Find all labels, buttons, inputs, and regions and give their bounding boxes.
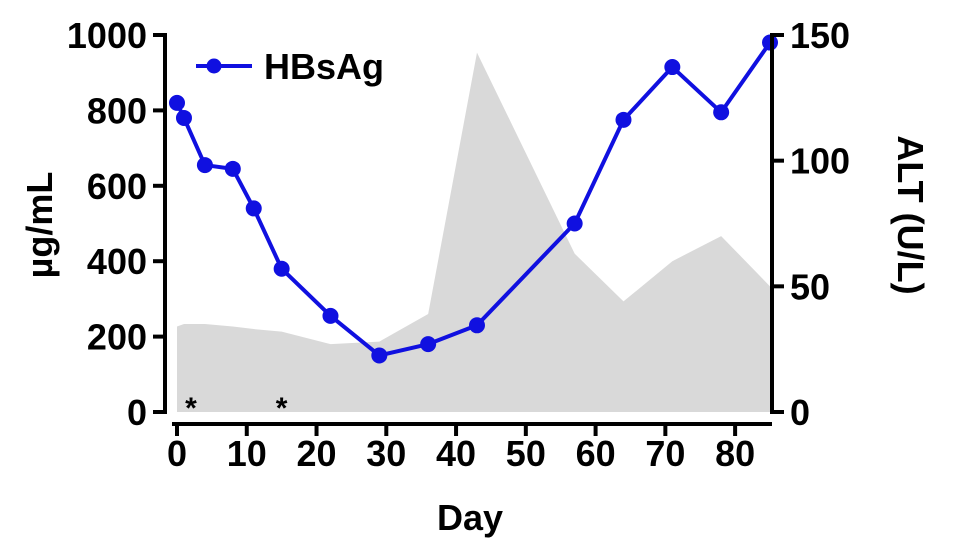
y-right-tick-label: 150 xyxy=(790,15,850,56)
asterisk-annotation: * xyxy=(276,392,288,425)
hbsag-point xyxy=(175,109,192,126)
hbsag-point xyxy=(196,157,213,174)
y-left-tick-label: 0 xyxy=(127,392,147,433)
y-left-tick-label: 200 xyxy=(87,317,147,358)
hbsag-point xyxy=(468,317,485,334)
y-right-tick-label: 0 xyxy=(790,392,810,433)
y-left-tick-label: 400 xyxy=(87,241,147,282)
hbsag-point xyxy=(322,307,339,324)
y-left-tick-label: 1000 xyxy=(67,15,147,56)
x-tick-label: 20 xyxy=(297,433,337,474)
x-axis-title: Day xyxy=(437,497,503,538)
legend-marker-hbsag xyxy=(206,58,222,74)
x-tick-label: 30 xyxy=(366,433,406,474)
y-left-tick-label: 800 xyxy=(87,90,147,131)
hbsag-point xyxy=(169,94,185,111)
legend: HBsAg xyxy=(196,46,384,87)
hbsag-point xyxy=(273,260,290,277)
x-tick-label: 50 xyxy=(506,433,546,474)
y-right-axis-title: ALT (U/L) xyxy=(890,135,931,294)
x-tick-label: 80 xyxy=(715,433,755,474)
x-tick-label: 10 xyxy=(227,433,267,474)
hbsag-point xyxy=(245,200,262,217)
x-tick-label: 60 xyxy=(576,433,616,474)
alt-area-layer xyxy=(177,52,770,413)
hbsag-point xyxy=(713,104,730,121)
x-tick-label: 0 xyxy=(167,433,187,474)
x-tick-label: 40 xyxy=(436,433,476,474)
y-right-tick-label: 50 xyxy=(790,266,830,307)
y-left-axis-title: µg/mL xyxy=(19,172,60,279)
hbsag-point xyxy=(420,336,437,353)
alt-area xyxy=(177,52,770,413)
hbsag-point xyxy=(371,347,388,364)
hbsag-point xyxy=(615,111,632,128)
y-left-tick-label: 600 xyxy=(87,166,147,207)
axes-layer: 0 200 400 600 800 1000 0 50 100 150 0 10 20 30 40 50 60 7… xyxy=(67,15,850,474)
annotation-layer: * * xyxy=(185,392,288,425)
x-tick-label: 70 xyxy=(645,433,685,474)
hbsag-point xyxy=(224,160,241,177)
y-right-tick-label: 100 xyxy=(790,141,850,182)
asterisk-annotation: * xyxy=(185,392,197,425)
hbsag-point xyxy=(664,59,681,76)
legend-label-hbsag: HBsAg xyxy=(264,46,384,87)
hbsag-line-layer xyxy=(169,34,778,364)
hbsag-point xyxy=(566,215,583,232)
